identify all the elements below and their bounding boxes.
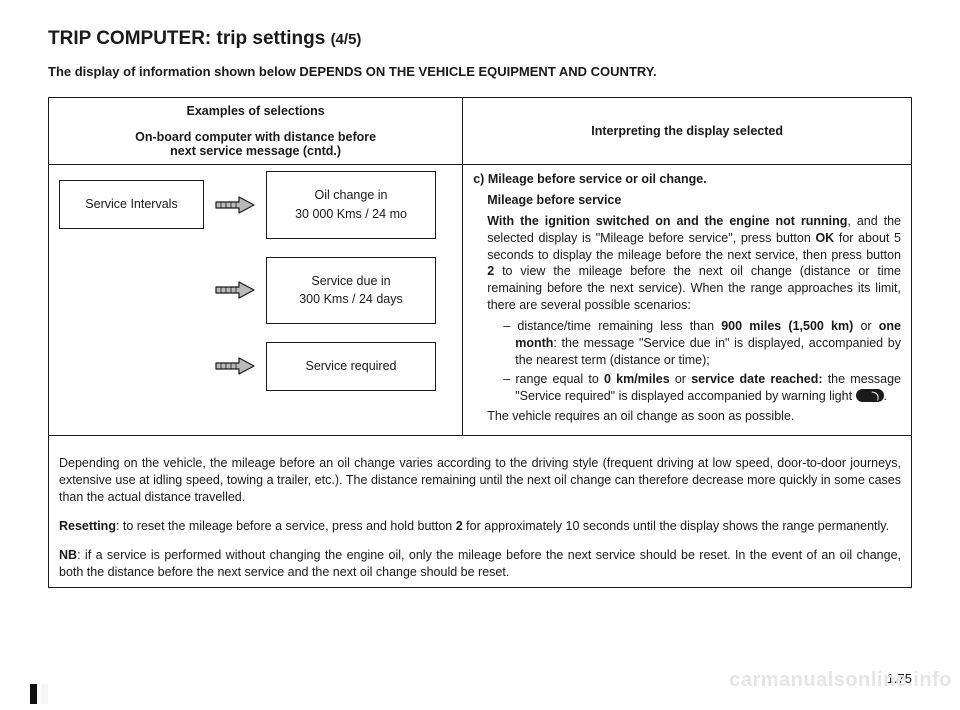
warning-light-icon (856, 389, 884, 402)
display-row: Service Intervals Oil change in 30 000 K… (59, 171, 452, 239)
display-row: Service required (59, 342, 452, 391)
header-right: Interpreting the display selected (463, 98, 912, 165)
page-number: 1.75 (887, 671, 912, 686)
display-value-box: Service due in 300 Kms / 24 days (266, 257, 436, 325)
title-main: TRIP COMPUTER: trip settings (48, 28, 331, 49)
arrow-icon (214, 357, 256, 375)
header-left-top: Examples of selections (49, 98, 463, 125)
page-subtitle: The display of information shown below D… (48, 64, 912, 79)
page-title: TRIP COMPUTER: trip settings (4/5) (48, 28, 912, 50)
display-label-box: Service Intervals (59, 180, 204, 229)
interpretation-cell: c) Mileage before service or oil change.… (463, 165, 912, 436)
display-value-box: Oil change in 30 000 Kms / 24 mo (266, 171, 436, 239)
crop-marks (30, 684, 48, 704)
arrow-icon (214, 281, 256, 299)
display-value-box: Service required (266, 342, 436, 391)
examples-cell: Service Intervals Oil change in 30 000 K… (49, 165, 463, 436)
footer-cell: Depending on the vehicle, the mileage be… (49, 436, 912, 588)
watermark: carmanualsonline.info (729, 669, 952, 692)
display-row: Service due in 300 Kms / 24 days (59, 257, 452, 325)
arrow-icon (214, 196, 256, 214)
list-item: distance/time remaining less than 900 mi… (503, 318, 901, 369)
header-left-bottom: On-board computer with distance before n… (49, 124, 463, 165)
list-item: range equal to 0 km/miles or service dat… (503, 371, 901, 405)
content-table: Examples of selections Interpreting the … (48, 97, 912, 588)
title-sub: (4/5) (331, 31, 362, 48)
